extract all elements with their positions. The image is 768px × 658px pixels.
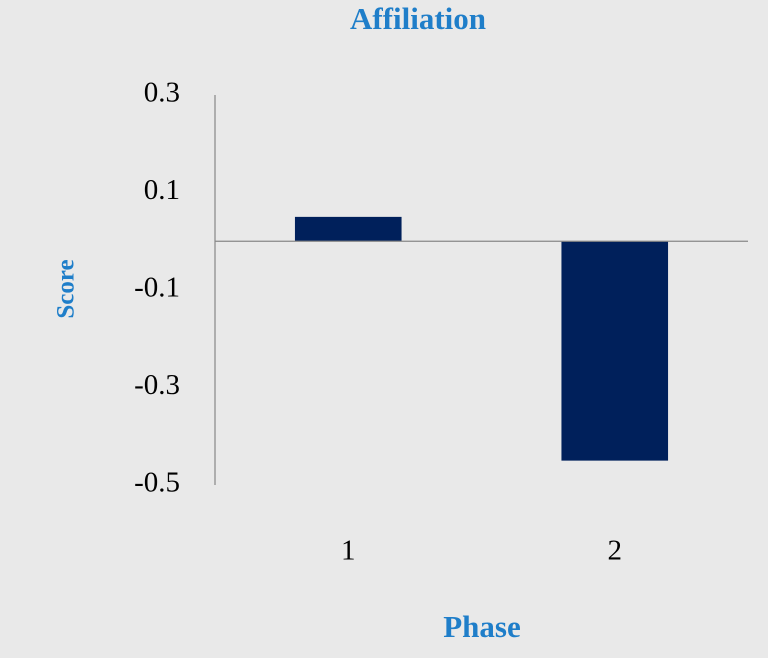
y-tick-label: -0.5 <box>134 467 180 499</box>
y-tick-label: 0.1 <box>144 174 180 206</box>
y-tick-label: -0.1 <box>134 272 180 304</box>
bar <box>294 216 402 242</box>
y-tick-label: -0.3 <box>134 369 180 401</box>
x-axis-label: Phase <box>443 609 521 644</box>
chart-title: Affiliation <box>350 1 486 36</box>
y-tick-label: 0.3 <box>144 77 180 109</box>
bar <box>561 241 669 461</box>
y-axis-label: Score <box>53 259 80 318</box>
x-tick-label: 2 <box>608 535 623 567</box>
x-tick-label: 1 <box>341 535 356 567</box>
